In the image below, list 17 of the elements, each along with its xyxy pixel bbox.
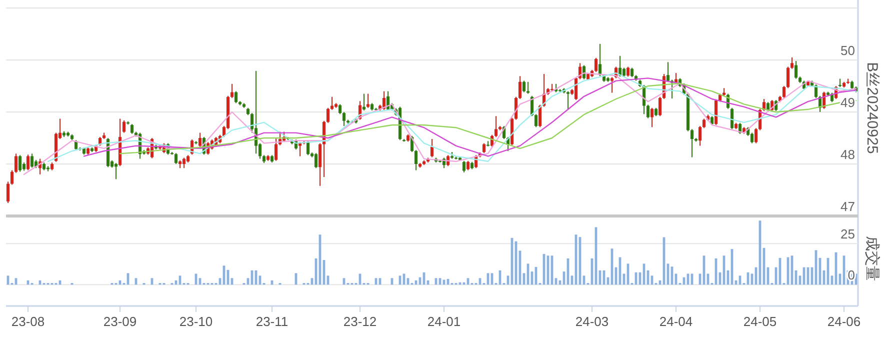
x-tick-label: 24-06 — [827, 314, 861, 329]
y-tick-label: 50 — [840, 43, 855, 58]
x-tick-label: 23-09 — [103, 314, 137, 329]
y-tick-label: 48 — [840, 147, 855, 162]
x-tick-label: 24-01 — [427, 314, 461, 329]
x-tick-label: 23-10 — [179, 314, 213, 329]
x-tick-label: 23-08 — [11, 314, 45, 329]
x-tick-label: 24-03 — [575, 314, 609, 329]
y-tick-label: 47 — [840, 199, 855, 214]
x-tick-label: 24-05 — [743, 314, 777, 329]
y-axis-title: 成交量 — [864, 236, 880, 281]
x-tick-label: 23-11 — [256, 314, 288, 329]
y-tick-label: 25 — [840, 226, 855, 242]
y-tick-label: 0 — [848, 268, 855, 283]
x-tick-label: 23-12 — [343, 314, 377, 329]
x-tick-label: 24-04 — [659, 314, 693, 329]
y-axis-title: B丝20240925 — [864, 62, 880, 154]
